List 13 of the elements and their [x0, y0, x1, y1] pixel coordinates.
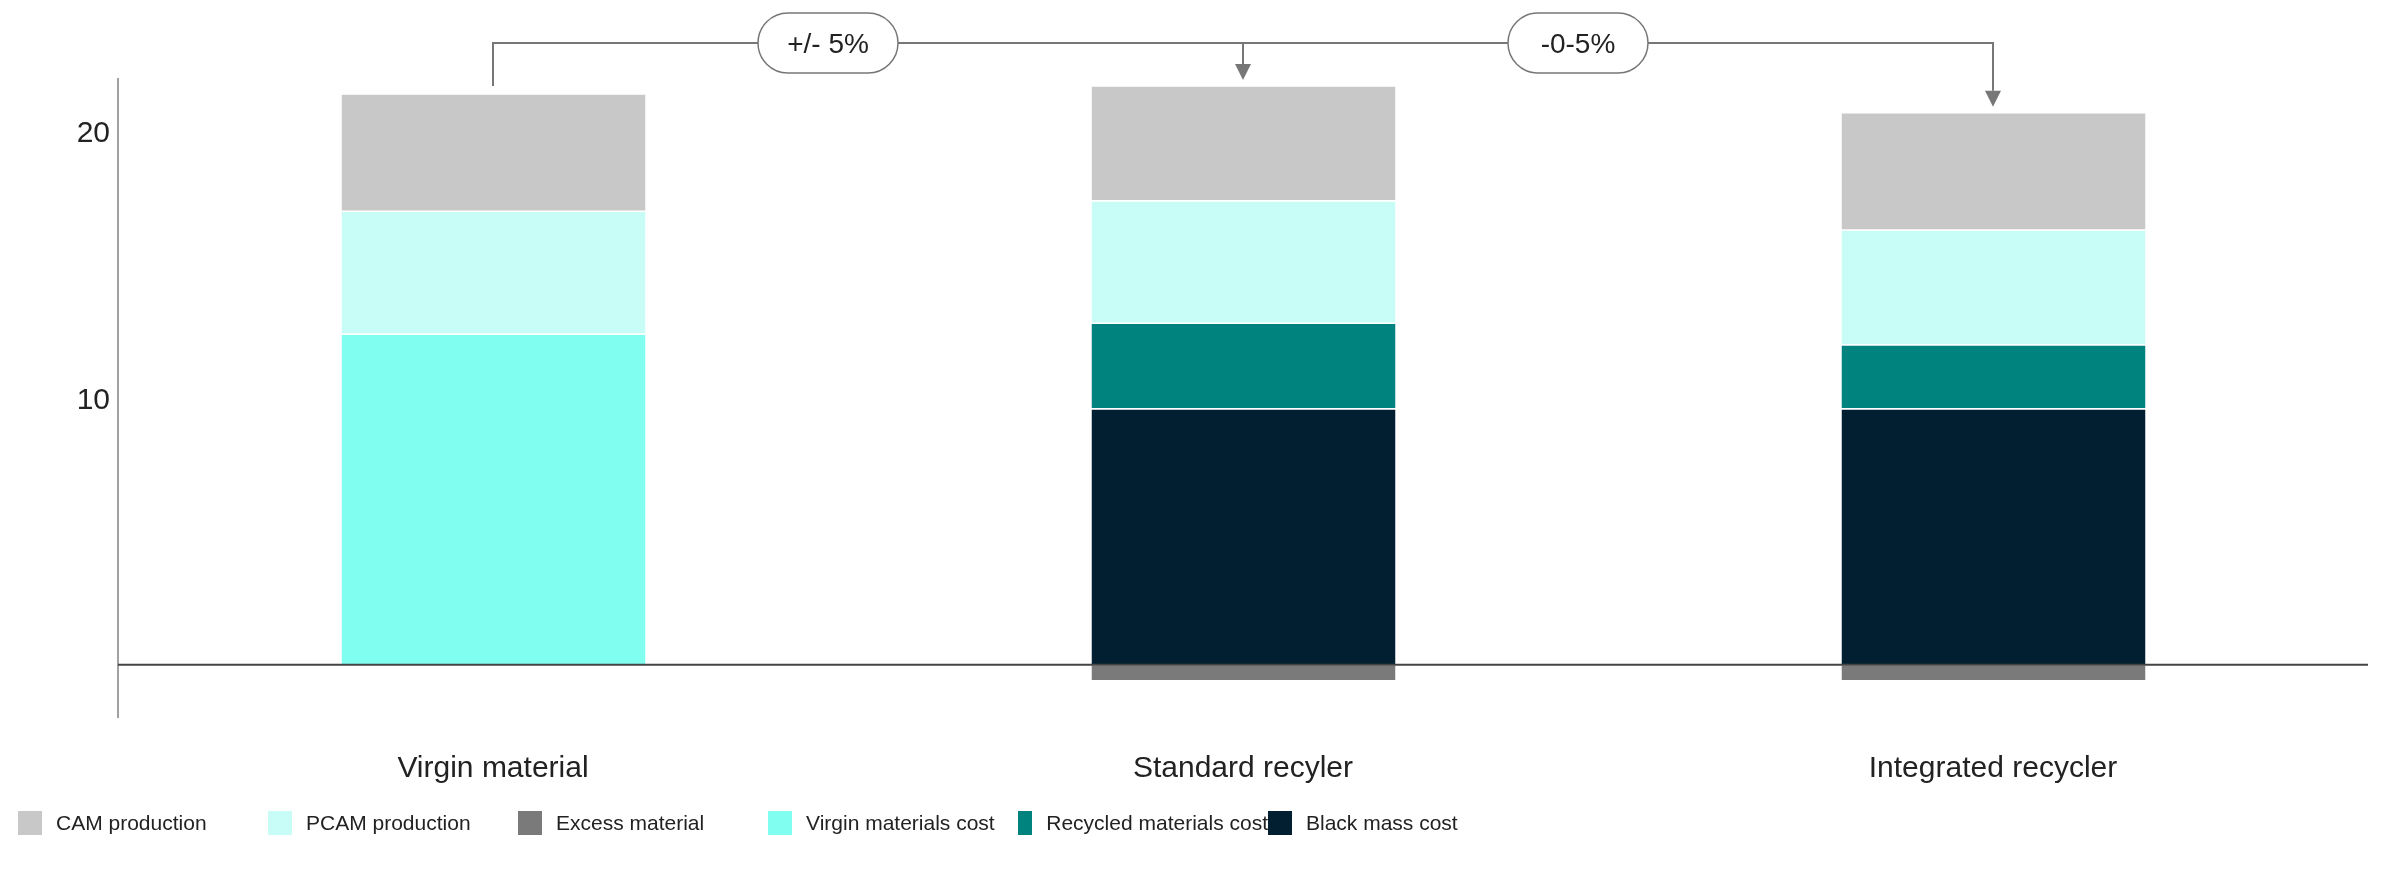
legend-label: Recycled materials cost — [1046, 810, 1268, 836]
legend-label: Black mass cost — [1306, 810, 1458, 836]
legend-label: Excess material — [556, 810, 705, 836]
text: +/- 5% — [787, 28, 869, 59]
y-tick-label: 10 — [76, 381, 110, 415]
legend-label: CAM production — [56, 810, 207, 836]
x-tick-label: Standard recyler — [1132, 750, 1354, 784]
y-tick-label: 20 — [76, 114, 110, 148]
text: -0-5% — [1540, 28, 1616, 59]
x-tick-label: Virgin material — [397, 750, 589, 784]
x-tick-label: Integrated recycler — [1868, 750, 2118, 784]
legend-label: PCAM production — [306, 810, 471, 836]
legend-label: Virgin materials cost — [806, 810, 995, 836]
